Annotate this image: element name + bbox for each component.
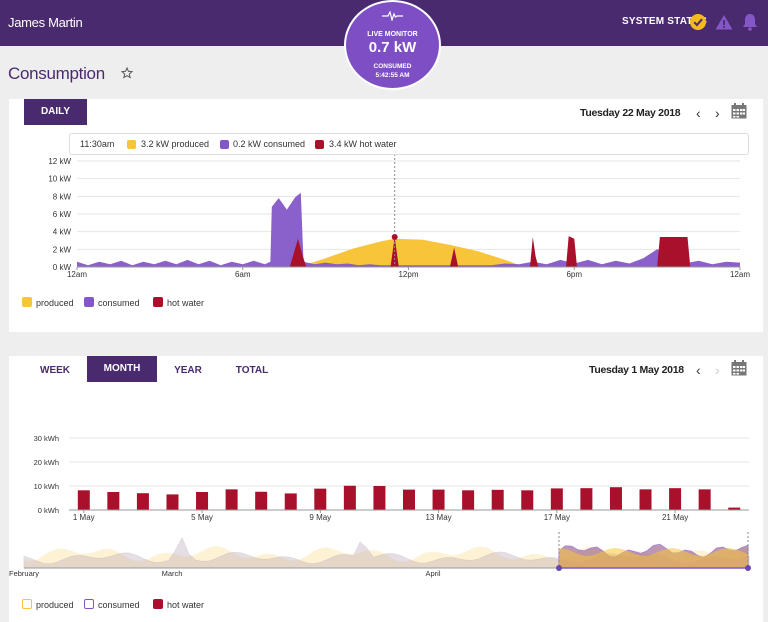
y-tick-label: 10 kW	[48, 175, 71, 184]
system-status-label[interactable]: SYSTEM STATUS	[621, 16, 707, 27]
calendar-icon[interactable]	[731, 103, 747, 119]
live-monitor-label: LIVE MONITOR	[367, 31, 418, 38]
period-panel: WEEK MONTH YEAR TOTAL Tuesday 1 May 2018…	[9, 356, 763, 622]
bar	[107, 492, 120, 510]
calendar-icon[interactable]	[731, 360, 747, 376]
x-tick-label: 9 May	[309, 513, 331, 522]
bar	[166, 494, 179, 510]
legend-consumed[interactable]: consumed	[84, 599, 140, 610]
prev-day-button[interactable]: ‹	[696, 105, 701, 121]
bar	[403, 489, 415, 510]
daily-panel: DAILY Tuesday 22 May 2018 ‹ › 11:30am 3.…	[9, 99, 763, 332]
y-tick-label: 0 kW	[53, 263, 72, 272]
bar	[521, 490, 534, 510]
chart-tooltip: 11:30am 3.2 kW produced 0.2 kW consumed …	[69, 133, 749, 155]
live-monitor-value: 0.7 kW	[368, 39, 417, 56]
bar	[432, 489, 445, 510]
navigator-month-label: April	[425, 569, 440, 578]
pulse-icon	[382, 11, 403, 21]
navigator-month-label: February	[9, 569, 39, 578]
series-produced	[298, 238, 525, 267]
star-icon[interactable]	[121, 67, 133, 79]
bar	[580, 488, 593, 510]
tab-year[interactable]: YEAR	[174, 365, 202, 376]
hot-water-swatch	[315, 140, 324, 149]
bell-icon[interactable]	[742, 13, 758, 31]
y-tick-label: 20 kWh	[34, 458, 59, 467]
tooltip-consumed: 0.2 kW consumed	[233, 139, 306, 149]
x-tick-label: 6am	[235, 270, 251, 279]
bar	[196, 492, 209, 510]
bar	[491, 489, 504, 510]
x-tick-label: 12am	[67, 270, 87, 279]
y-tick-label: 10 kWh	[34, 482, 59, 491]
x-tick-label: 6pm	[566, 270, 582, 279]
consumed-swatch	[220, 140, 229, 149]
navigator-month-label: March	[162, 569, 183, 578]
daily-chart[interactable]: 0 kW 2 kW 4 kW 6 kW 8 kW 10 kW 12 kW 12am 6am 12p…	[9, 155, 763, 280]
range-navigator[interactable]: February March April	[9, 528, 763, 582]
next-day-button[interactable]: ›	[715, 105, 720, 121]
navigator-handle-dot	[745, 565, 751, 571]
tab-daily[interactable]: DAILY	[24, 99, 87, 125]
x-tick-label: 12pm	[398, 270, 418, 279]
produced-swatch	[127, 140, 136, 149]
bar	[284, 493, 297, 510]
y-tick-label: 30 kWh	[34, 434, 59, 443]
check-circle-icon[interactable]	[690, 14, 706, 30]
bar	[639, 489, 652, 510]
prev-period-button[interactable]: ‹	[696, 362, 701, 378]
bar	[77, 490, 90, 510]
legend-consumed[interactable]: consumed	[84, 297, 140, 308]
live-monitor[interactable]: LIVE MONITOR 0.7 kW CONSUMED 5:42:55 AM	[346, 2, 439, 88]
y-tick-label: 12 kW	[48, 157, 71, 166]
legend-hot-water[interactable]: hot water	[153, 297, 204, 308]
y-tick-label: 4 kW	[53, 228, 72, 237]
tooltip-time: 11:30am	[80, 139, 115, 149]
tooltip-hot-water: 3.4 kW hot water	[329, 139, 397, 149]
tab-total[interactable]: TOTAL	[235, 365, 269, 376]
consumed-label: CONSUMED	[373, 63, 412, 70]
tab-week[interactable]: WEEK	[40, 365, 70, 376]
bar	[462, 490, 475, 510]
y-tick-label: 6 kW	[53, 210, 72, 219]
y-tick-label: 2 kW	[53, 245, 72, 254]
bar	[314, 488, 327, 510]
user-name[interactable]: James Martin	[8, 15, 83, 30]
navigator-handle-dot	[556, 565, 562, 571]
bar	[609, 487, 622, 510]
legend-hot-water[interactable]: hot water	[153, 599, 204, 610]
legend-produced[interactable]: produced	[22, 599, 74, 610]
bar	[373, 486, 386, 510]
y-tick-label: 0 kWh	[38, 506, 59, 515]
bar	[255, 491, 268, 510]
bar	[550, 488, 563, 510]
live-monitor-time: 5:42:55 AM	[375, 72, 410, 79]
x-tick-label: 5 May	[191, 513, 213, 522]
navigator-selection-produced	[559, 548, 748, 568]
bar	[225, 489, 238, 510]
next-period-button: ›	[715, 362, 720, 378]
crosshair-marker	[391, 233, 398, 240]
warning-icon[interactable]	[715, 14, 733, 30]
tab-month[interactable]: MONTH	[87, 356, 157, 382]
x-tick-label: 21 May	[662, 513, 688, 522]
daily-date: Tuesday 22 May 2018	[580, 107, 681, 119]
x-tick-label: 17 May	[544, 513, 570, 522]
page-title: Consumption	[8, 64, 105, 83]
bar	[728, 507, 741, 510]
monthly-bar-chart[interactable]: 0 kWh 10 kWh 20 kWh 30 kWh 1 May 5 May 9 May 13…	[9, 426, 763, 526]
x-tick-label: 1 May	[73, 513, 95, 522]
y-tick-label: 8 kW	[53, 192, 72, 201]
bar	[669, 488, 682, 510]
x-tick-label: 13 May	[425, 513, 451, 522]
bar	[698, 489, 711, 510]
x-tick-label: 12am	[730, 270, 750, 279]
bar	[343, 485, 356, 510]
tooltip-produced: 3.2 kW produced	[141, 139, 210, 149]
bar	[136, 493, 149, 510]
period-date: Tuesday 1 May 2018	[589, 364, 684, 376]
legend-produced[interactable]: produced	[22, 297, 74, 308]
